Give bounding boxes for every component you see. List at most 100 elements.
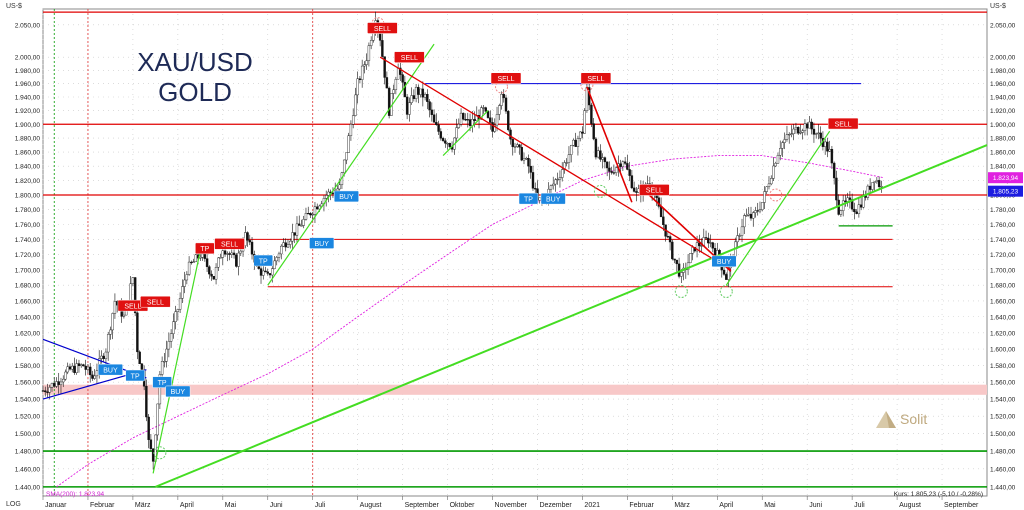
candle-body	[363, 64, 366, 67]
candle-body	[104, 351, 108, 360]
candle-body	[399, 67, 402, 75]
trend-line	[155, 144, 988, 488]
candle-body	[480, 107, 483, 120]
candle-body	[511, 138, 514, 147]
candle-body	[129, 283, 132, 302]
candle-body	[360, 65, 364, 80]
badge-text: 1.823,94	[993, 175, 1019, 182]
candle-body	[700, 245, 703, 247]
y-tick-label-right: 1.620,00	[990, 330, 1016, 337]
candle-body	[232, 252, 236, 256]
candle-body	[630, 175, 634, 189]
candle-body	[574, 139, 577, 147]
candle-body	[430, 109, 434, 115]
candle-body	[174, 311, 177, 322]
candle-body	[464, 119, 467, 121]
y-tick-label-left: 1.880,00	[15, 136, 41, 143]
candle-body	[273, 260, 276, 269]
candle-body	[138, 351, 141, 365]
candle-body	[612, 172, 616, 174]
candle-body	[239, 250, 242, 254]
candle-body	[266, 271, 269, 274]
candle-body	[841, 200, 845, 211]
candle-body	[327, 191, 330, 196]
candle-body	[178, 298, 182, 310]
signal-box	[367, 22, 398, 34]
candle-body	[304, 213, 308, 220]
signal-labels: SELL SELL SELL SELL SELL SELL SELL SELL TP SELL BU…	[97, 22, 859, 398]
candle-body	[187, 261, 191, 275]
candle-body	[525, 158, 528, 160]
candle-body	[349, 124, 353, 136]
y-tick-label-right: 1.780,00	[990, 207, 1016, 214]
sell-signal: SELL	[639, 184, 670, 196]
candle-body	[711, 242, 714, 249]
candle-body	[462, 112, 465, 120]
candle-body	[201, 253, 204, 258]
sell-signal: SELL	[827, 117, 859, 130]
candle-body	[491, 122, 494, 132]
candle-body	[749, 213, 753, 219]
candle-body	[145, 386, 148, 418]
candle-body	[803, 123, 807, 131]
candle-body	[725, 274, 728, 280]
candle-body	[291, 232, 294, 242]
candle-body	[208, 266, 211, 275]
candle-body	[740, 226, 744, 236]
y-tick-label-left: 1.600,00	[15, 347, 41, 354]
pivot-circle	[719, 284, 733, 298]
candle-body	[88, 366, 92, 376]
candle-body	[347, 135, 350, 153]
sell-signal: TP	[195, 242, 215, 255]
signal-box	[140, 295, 171, 308]
signal-text: SELL	[221, 242, 238, 249]
y-tick-label-left: 1.540,00	[15, 397, 41, 404]
candle-body	[504, 97, 508, 112]
x-tick-label: September	[944, 502, 979, 509]
y-axis: 2.050,00 2.050,00 2.000,00 2.000,00 1.980,00…	[15, 22, 1016, 491]
x-tick-label: April	[719, 502, 733, 509]
candle-body	[356, 78, 359, 96]
signal-text: BUY	[103, 367, 118, 374]
signal-box	[580, 72, 612, 85]
candle-body	[93, 375, 96, 379]
y-tick-label-left: 1.960,00	[15, 81, 41, 88]
candle-body	[507, 111, 510, 131]
solit-logo: Solit	[876, 411, 927, 428]
sma-line	[56, 155, 884, 488]
y-tick-label-right: 1.540,00	[990, 397, 1016, 404]
candle-body	[80, 364, 83, 367]
candle-body	[549, 185, 553, 190]
candle-body	[785, 134, 789, 140]
signal-box	[540, 192, 566, 205]
sell-signal: SELL	[490, 72, 522, 85]
pivot-circle	[593, 184, 607, 198]
candle-body	[309, 213, 312, 216]
candle-body	[228, 253, 231, 255]
candle-body	[799, 132, 802, 134]
candle-body	[828, 148, 831, 152]
candle-body	[448, 143, 452, 147]
candle-body	[603, 157, 607, 163]
candle-body	[401, 74, 404, 83]
candle-body	[583, 110, 586, 134]
candle-body	[55, 381, 58, 387]
candle-body	[46, 391, 49, 393]
candle-body	[300, 225, 303, 227]
candle-body	[518, 144, 521, 148]
candle-body	[846, 197, 849, 202]
y-tick-label-left: 1.820,00	[15, 178, 41, 185]
candle-body	[57, 381, 60, 385]
candle-body	[776, 155, 780, 164]
candle-body	[91, 374, 94, 379]
candle-body	[513, 146, 517, 148]
candle-body	[75, 363, 78, 373]
candle-body	[866, 185, 870, 198]
y-tick-label-left: 1.980,00	[15, 68, 41, 75]
candle-body	[435, 122, 438, 125]
buy-signal: BUY	[333, 190, 359, 203]
candle-body	[788, 134, 791, 136]
candle-body	[367, 45, 371, 61]
candle-body	[136, 312, 139, 353]
y-tick-label-left: 1.480,00	[15, 449, 41, 456]
